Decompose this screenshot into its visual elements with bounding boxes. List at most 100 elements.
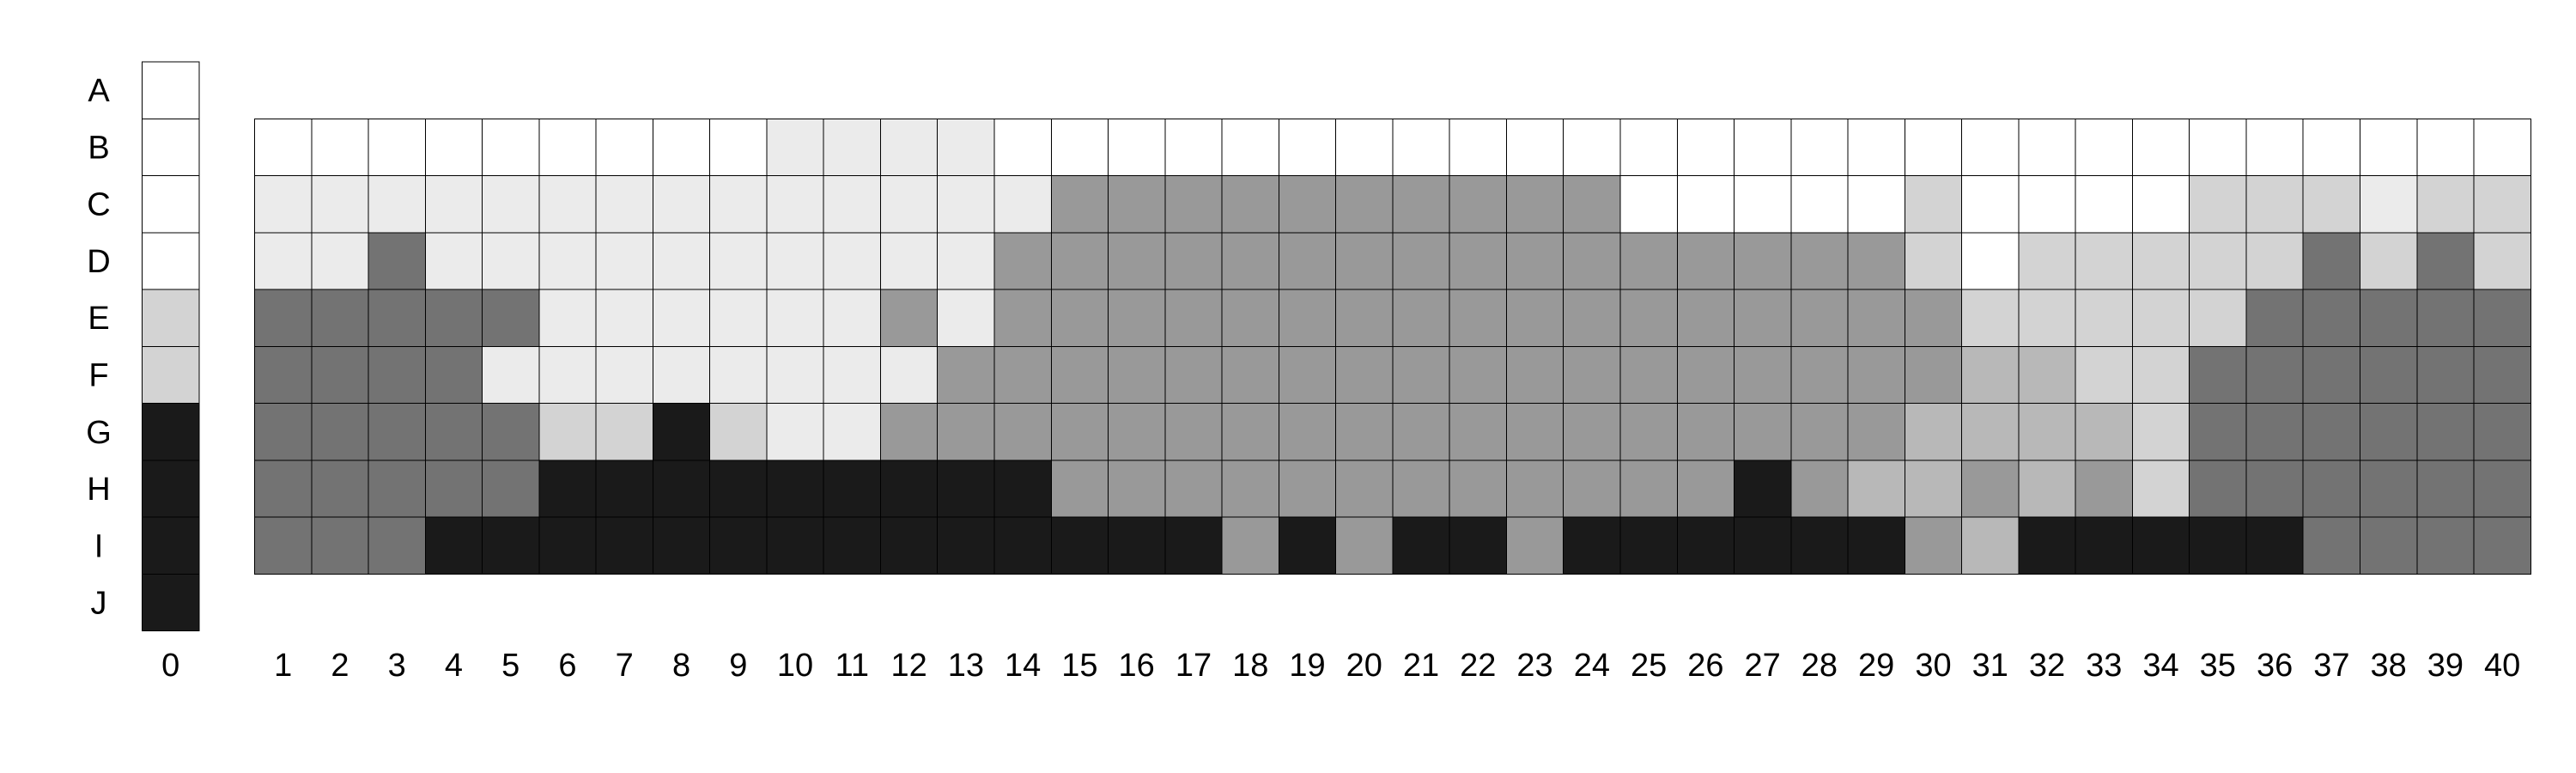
grid-cell-H-23 xyxy=(1505,460,1564,518)
grid-cell-B-16 xyxy=(1108,118,1166,177)
col-label-19: 19 xyxy=(1289,648,1325,684)
grid-cell-F-29 xyxy=(1847,345,1905,405)
grid-cell-I-9 xyxy=(709,516,768,575)
grid-cell-E-8 xyxy=(652,289,711,347)
grid-cell-H-12 xyxy=(879,460,939,518)
grid-cell-B-10 xyxy=(766,118,824,177)
heatmap-grid xyxy=(254,118,2531,575)
grid-cell-C-6 xyxy=(538,175,597,234)
grid-cell-I-19 xyxy=(1278,516,1337,575)
grid-cell-G-34 xyxy=(2131,403,2190,461)
grid-cell-F-27 xyxy=(1734,345,1792,405)
reference-column xyxy=(142,61,200,632)
grid-cell-F-25 xyxy=(1619,345,1678,405)
grid-cell-I-15 xyxy=(1050,516,1109,575)
col-label-30: 30 xyxy=(1915,648,1951,684)
grid-cell-B-14 xyxy=(993,118,1052,177)
grid-cell-D-8 xyxy=(652,232,711,290)
col-label-40: 40 xyxy=(2484,648,2520,684)
grid-cell-G-22 xyxy=(1449,403,1507,461)
grid-cell-D-28 xyxy=(1790,232,1849,290)
grid-cell-F-36 xyxy=(2245,345,2304,405)
grid-cell-G-38 xyxy=(2359,403,2418,461)
grid-cell-D-40 xyxy=(2473,232,2531,290)
grid-cell-H-34 xyxy=(2131,460,2190,518)
grid-cell-C-34 xyxy=(2131,175,2190,234)
grid-cell-E-36 xyxy=(2245,289,2304,347)
grid-cell-B-15 xyxy=(1050,118,1109,177)
grid-cell-B-5 xyxy=(482,118,540,177)
ref-cell-A xyxy=(142,61,200,119)
col-label-29: 29 xyxy=(1858,648,1894,684)
grid-cell-H-38 xyxy=(2359,460,2418,518)
ref-cell-J xyxy=(142,573,200,632)
grid-cell-H-40 xyxy=(2473,460,2531,518)
grid-cell-C-27 xyxy=(1734,175,1792,234)
grid-cell-C-1 xyxy=(254,175,313,234)
col-label-6: 6 xyxy=(558,648,576,684)
grid-cell-H-1 xyxy=(254,460,313,518)
grid-cell-B-9 xyxy=(709,118,768,177)
row-label-E: E xyxy=(88,301,109,337)
grid-cell-D-18 xyxy=(1221,232,1279,290)
grid-cell-G-33 xyxy=(2075,403,2133,461)
col-label-5: 5 xyxy=(501,648,519,684)
col-label-38: 38 xyxy=(2370,648,2406,684)
row-label-G: G xyxy=(86,415,112,451)
ref-cell-G xyxy=(142,403,200,461)
grid-cell-G-18 xyxy=(1221,403,1279,461)
grid-cell-I-26 xyxy=(1676,516,1735,575)
grid-cell-D-15 xyxy=(1050,232,1109,290)
col-label-34: 34 xyxy=(2142,648,2178,684)
grid-cell-B-4 xyxy=(424,118,483,177)
ref-cell-D xyxy=(142,232,200,290)
col-label-39: 39 xyxy=(2427,648,2464,684)
col-label-26: 26 xyxy=(1687,648,1723,684)
grid-cell-E-11 xyxy=(823,289,881,347)
grid-cell-B-11 xyxy=(823,118,881,177)
col-label-13: 13 xyxy=(948,648,984,684)
grid-cell-F-13 xyxy=(937,345,995,405)
grid-cell-H-6 xyxy=(538,460,597,518)
grid-cell-C-23 xyxy=(1505,175,1564,234)
grid-cell-I-24 xyxy=(1563,516,1621,575)
grid-cell-B-38 xyxy=(2359,118,2418,177)
grid-cell-E-10 xyxy=(766,289,824,347)
grid-cell-D-17 xyxy=(1164,232,1223,290)
grid-cell-B-22 xyxy=(1449,118,1507,177)
grid-cell-H-24 xyxy=(1563,460,1621,518)
grid-cell-C-16 xyxy=(1108,175,1166,234)
grid-cell-I-18 xyxy=(1221,516,1279,575)
grid-cell-F-5 xyxy=(482,345,540,405)
grid-cell-D-6 xyxy=(538,232,597,290)
grid-cell-E-40 xyxy=(2473,289,2531,347)
grid-cell-I-2 xyxy=(311,516,369,575)
grid-cell-G-32 xyxy=(2018,403,2076,461)
col-label-25: 25 xyxy=(1631,648,1667,684)
grid-cell-H-21 xyxy=(1392,460,1450,518)
grid-cell-E-34 xyxy=(2131,289,2190,347)
grid-cell-I-34 xyxy=(2131,516,2190,575)
grid-cell-D-36 xyxy=(2245,232,2304,290)
grid-cell-D-14 xyxy=(993,232,1052,290)
ref-cell-I xyxy=(142,516,200,575)
grid-cell-C-37 xyxy=(2302,175,2360,234)
grid-cell-E-7 xyxy=(595,289,653,347)
col-label-24: 24 xyxy=(1574,648,1610,684)
grid-cell-D-32 xyxy=(2018,232,2076,290)
grid-cell-E-13 xyxy=(937,289,995,347)
row-label-D: D xyxy=(87,244,110,280)
grid-cell-F-10 xyxy=(766,345,824,405)
grid-cell-H-11 xyxy=(823,460,881,518)
grid-cell-E-6 xyxy=(538,289,597,347)
grid-cell-I-37 xyxy=(2302,516,2360,575)
grid-cell-E-30 xyxy=(1904,289,1963,347)
grid-cell-G-27 xyxy=(1734,403,1792,461)
col-label-35: 35 xyxy=(2200,648,2236,684)
grid-cell-F-30 xyxy=(1904,345,1963,405)
grid-cell-H-5 xyxy=(482,460,540,518)
grid-cell-F-33 xyxy=(2075,345,2133,405)
grid-cell-E-26 xyxy=(1676,289,1735,347)
